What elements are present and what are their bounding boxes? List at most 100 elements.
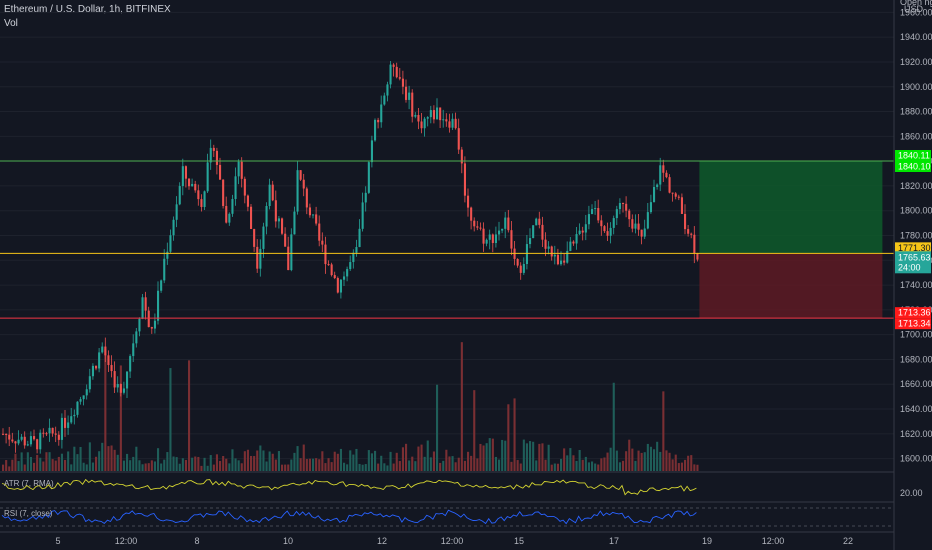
volume-bar <box>349 450 352 471</box>
volume-bar <box>166 452 169 471</box>
volume-bar <box>194 456 197 471</box>
volume-bar <box>343 462 346 471</box>
volume-bar <box>439 462 442 471</box>
candle-body <box>240 161 243 179</box>
volume-bars <box>2 342 699 471</box>
volume-bar <box>504 440 507 471</box>
candle-body <box>113 371 116 388</box>
volume-bar <box>491 438 494 471</box>
candle-body <box>693 234 696 254</box>
volume-bar <box>262 450 265 471</box>
volume-bar <box>609 447 612 471</box>
volume-bar <box>29 456 32 471</box>
volume-bar <box>401 447 404 471</box>
volume-bar <box>163 459 166 471</box>
stop-loss-price-label: 1713.34 <box>898 319 931 329</box>
volume-bar <box>606 452 609 471</box>
candle-body <box>101 346 104 353</box>
volume-bar <box>395 452 398 471</box>
volume-bar <box>355 448 358 471</box>
candle-body <box>336 278 339 293</box>
candle-body <box>680 197 683 214</box>
candle-body <box>45 433 48 435</box>
candle-body <box>237 161 240 177</box>
candle-body <box>203 191 206 207</box>
horizontal-levels <box>0 160 894 319</box>
candle-body <box>572 241 575 244</box>
volume-bar <box>287 464 290 471</box>
volume-bar <box>339 448 342 471</box>
volume-bar <box>535 460 538 471</box>
take-profit-price-label: 1840.11 <box>898 151 930 161</box>
candle-body <box>191 183 194 187</box>
countdown-label: 24:00 <box>898 262 921 272</box>
price-tick-label: 1920.00 <box>900 57 932 67</box>
volume-bar <box>79 446 82 471</box>
candle-body <box>20 436 23 440</box>
volume-bar <box>51 459 54 471</box>
indicator-panes: ATR (7, RMA) RSI (7, close) <box>0 478 894 527</box>
volume-bar <box>687 455 690 471</box>
candle-body <box>671 192 674 194</box>
volume-bar <box>209 455 212 471</box>
volume-bar <box>532 441 535 471</box>
volume-bar <box>420 444 423 471</box>
volume-bar <box>231 449 234 471</box>
volume-bar <box>67 451 70 471</box>
candle-body <box>498 230 501 235</box>
volume-bar <box>8 466 11 471</box>
candle-body <box>79 399 82 402</box>
volume-bar <box>256 450 259 471</box>
candle-body <box>398 77 401 79</box>
volume-bar <box>95 456 98 471</box>
price-tick-label: 1600.00 <box>900 454 932 464</box>
time-axis: 5 12:00 8 10 12 12:00 15 17 19 12:00 22 <box>55 536 853 546</box>
volume-bar <box>463 460 466 471</box>
volume-bar <box>318 459 321 471</box>
candle-body <box>119 384 122 393</box>
volume-bar <box>594 463 597 471</box>
volume-bar <box>281 464 284 471</box>
candle-body <box>284 233 287 247</box>
candle-body <box>386 84 389 96</box>
candle-body <box>29 436 32 445</box>
volume-bar <box>116 454 119 471</box>
volume-bar <box>516 460 519 471</box>
candle-body <box>584 224 587 233</box>
candle-body <box>417 114 420 122</box>
volume-bar <box>426 440 429 471</box>
candle-body <box>389 64 392 85</box>
volume-bar <box>265 461 268 471</box>
volume-bar <box>566 455 569 471</box>
volume-bar <box>253 456 256 471</box>
candle-body <box>166 251 169 259</box>
price-tick-label: 1640.00 <box>900 404 932 414</box>
candle-body <box>271 184 274 201</box>
candle-body <box>250 206 253 230</box>
volume-bar <box>370 453 373 471</box>
candle-body <box>277 218 280 222</box>
volume-bar <box>234 458 237 471</box>
volume-bar <box>600 458 603 471</box>
time-tick-label: 12:00 <box>115 536 138 546</box>
volume-bar <box>11 459 14 471</box>
candle-body <box>367 162 370 193</box>
candle-body <box>504 217 507 229</box>
candle-body <box>8 434 11 440</box>
volume-bar <box>336 453 339 471</box>
volume-bar <box>432 451 435 471</box>
volume-bar <box>20 452 23 471</box>
candle-body <box>67 422 70 428</box>
candle-body <box>60 417 63 440</box>
candle-body <box>138 318 141 332</box>
volume-bar <box>498 459 501 471</box>
candle-body <box>51 427 54 434</box>
volume-bar <box>330 462 333 471</box>
candle-body <box>48 427 51 434</box>
candle-body <box>451 118 454 128</box>
candle-body <box>116 384 119 388</box>
candle-body <box>88 376 91 390</box>
volume-bar <box>680 462 683 471</box>
volume-bar <box>569 448 572 471</box>
